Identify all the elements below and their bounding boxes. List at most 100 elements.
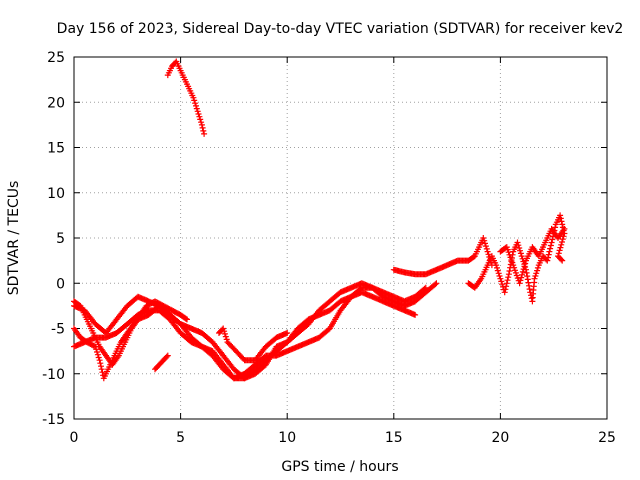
data-point-marker: [222, 333, 229, 340]
data-point-marker: [528, 295, 535, 302]
data-point-marker: [501, 289, 508, 296]
data-point-marker: [485, 251, 492, 258]
data-point-marker: [480, 235, 487, 241]
data-point-marker: [502, 286, 509, 293]
data-point-marker: [192, 100, 199, 107]
data-point-marker: [470, 253, 477, 260]
data-point-marker: [519, 271, 525, 278]
data-point-marker: [484, 248, 491, 255]
data-point-marker: [516, 280, 523, 287]
y-tick-label: 25: [47, 50, 65, 66]
data-point-marker: [193, 102, 199, 109]
x-tick-label: 5: [176, 430, 185, 446]
data-point-marker: [557, 215, 564, 222]
data-point-marker: [95, 354, 102, 361]
data-point-marker: [522, 260, 529, 267]
data-point-marker: [198, 121, 205, 128]
x-tick-label: 0: [70, 430, 79, 446]
data-point-marker: [494, 267, 501, 274]
axis-ticks: 0 5 10 15 20 25 -15 -10 -5 0 5 10 15 20 25: [42, 50, 616, 446]
data-point-marker: [223, 336, 230, 343]
data-point-marker: [514, 239, 521, 246]
y-tick-label: 0: [56, 276, 65, 292]
data-point-marker: [94, 351, 101, 358]
data-point-marker: [557, 244, 564, 251]
data-point-marker: [98, 366, 105, 373]
data-point-marker: [526, 286, 533, 293]
data-point-marker: [201, 130, 208, 137]
data-point-marker: [523, 269, 530, 276]
data-point-marker: [432, 281, 439, 288]
data-point-marker: [559, 239, 565, 245]
data-point-marker: [517, 277, 524, 284]
data-point-marker: [518, 253, 525, 260]
data-point-marker: [558, 241, 565, 248]
data-point-marker: [505, 274, 512, 281]
data-point-marker: [481, 237, 488, 244]
y-tick-label: 20: [47, 95, 65, 111]
data-point-marker: [503, 280, 510, 287]
data-point-marker: [93, 346, 100, 353]
data-point-marker: [545, 254, 551, 261]
data-point-marker: [193, 105, 200, 112]
data-point-marker: [495, 270, 502, 277]
data-point-marker: [197, 116, 204, 123]
data-point-marker: [191, 97, 198, 104]
data-point-marker: [96, 357, 103, 364]
data-point-marker: [531, 275, 538, 282]
data-point-marker: [518, 274, 525, 281]
y-tick-label: 5: [56, 231, 65, 247]
data-point-marker: [524, 276, 531, 283]
data-point-marker: [544, 257, 551, 264]
data-point-marker: [221, 328, 228, 335]
data-point-marker: [412, 311, 419, 318]
data-point-marker: [199, 124, 206, 131]
data-point-marker: [547, 242, 554, 249]
data-point-marker: [98, 363, 104, 370]
data-point-marker: [196, 113, 203, 120]
data-point-marker: [182, 315, 189, 322]
data-point-marker: [499, 281, 506, 288]
data-point-marker: [515, 242, 522, 249]
data-point-marker: [519, 268, 526, 275]
data-point-marker: [548, 239, 555, 246]
data-point-marker: [184, 316, 190, 323]
data-point-marker: [517, 250, 524, 257]
x-tick-label: 15: [385, 430, 403, 446]
data-point-marker: [164, 352, 171, 359]
data-point-marker: [163, 353, 170, 360]
data-point-marker: [552, 224, 559, 231]
data-point-marker: [503, 283, 510, 290]
chart-title: Day 156 of 2023, Sidereal Day-to-day VTE…: [57, 21, 624, 37]
data-point-marker: [559, 221, 566, 228]
data-point-marker: [558, 218, 565, 225]
data-point-marker: [516, 245, 523, 251]
data-point-marker: [220, 325, 227, 332]
y-tick-label: -5: [51, 322, 65, 338]
data-point-marker: [521, 263, 528, 270]
data-point-marker: [558, 256, 565, 263]
data-point-marker: [221, 330, 228, 337]
data-point-marker: [545, 251, 552, 258]
data-point-marker: [97, 360, 104, 367]
data-point-marker: [549, 236, 556, 243]
data-point-marker: [534, 264, 541, 271]
x-tick-label: 20: [491, 430, 509, 446]
data-point-marker: [190, 94, 197, 101]
data-point-marker: [493, 262, 500, 269]
y-tick-label: -10: [42, 367, 65, 383]
y-axis-label: SDTVAR / TECUs: [6, 181, 22, 296]
data-point-marker: [99, 369, 106, 376]
y-tick-label: 15: [47, 141, 65, 157]
plot-frame: [73, 56, 608, 420]
data-point-marker: [557, 212, 564, 219]
data-point-marker: [559, 236, 566, 243]
data-point-marker: [556, 247, 563, 254]
data-point-marker: [433, 280, 440, 287]
data-point-marker: [498, 278, 505, 285]
data-point-marker: [533, 270, 540, 277]
data-point-marker: [494, 264, 500, 271]
gridlines: [74, 57, 607, 419]
data-point-marker: [482, 243, 489, 250]
